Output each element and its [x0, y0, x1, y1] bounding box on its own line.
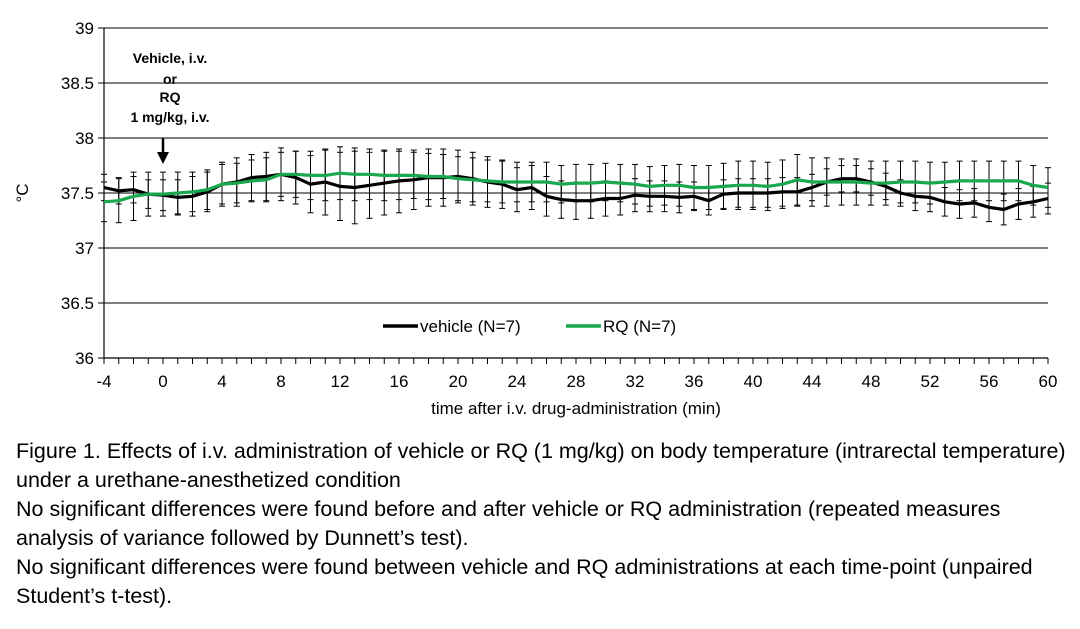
y-axis-title: °C [13, 183, 32, 202]
legend-label-rq: RQ (N=7) [603, 317, 676, 336]
x-tick-labels: -4 0 4 8 12 16 20 24 28 32 36 40 44 48 52 56 60 [96, 372, 1057, 391]
caption-paragraph-1: Figure 1. Effects of i.v. administration… [16, 439, 1066, 492]
x-tick-label-24: 24 [508, 372, 527, 391]
legend-label-vehicle: vehicle (N=7) [420, 317, 521, 336]
annotation: Vehicle, i.v. or RQ 1 mg/kg, i.v. [130, 50, 210, 164]
series-line-rq [103, 171, 1049, 204]
x-tick-label-4: 4 [217, 372, 226, 391]
y-tick-label-37: 37 [75, 239, 94, 258]
annotation-line-4: 1 mg/kg, i.v. [130, 109, 209, 125]
series-layer [101, 146, 1051, 226]
annotation-arrow [157, 138, 169, 164]
x-tick-label-36: 36 [685, 372, 704, 391]
x-axis-title: time after i.v. drug-administration (min… [431, 399, 721, 418]
y-tick-label-36: 36 [75, 349, 94, 368]
y-tick-label-38: 38 [75, 129, 94, 148]
x-tick-label-0: 0 [158, 372, 167, 391]
y-tick-labels: 36 36.5 37 37.5 38 38.5 39 [61, 19, 94, 368]
y-tick-label-39: 39 [75, 19, 94, 38]
caption-paragraph-3: No significant differences were found be… [16, 555, 1033, 608]
figure-caption: Figure 1. Effects of i.v. administration… [16, 437, 1072, 611]
axes [98, 27, 1049, 364]
x-tick-label-52: 52 [921, 372, 940, 391]
x-tick-label-12: 12 [331, 372, 350, 391]
x-tick-label-48: 48 [862, 372, 881, 391]
annotation-line-2: or [163, 71, 178, 87]
legend: vehicle (N=7) RQ (N=7) [383, 317, 676, 336]
x-tick-label-16: 16 [390, 372, 409, 391]
y-tick-label-36.5: 36.5 [61, 294, 94, 313]
series-line-vehicle [103, 172, 1049, 212]
x-tick-label-20: 20 [449, 372, 468, 391]
x-tick-label-56: 56 [980, 372, 999, 391]
x-tick-label--4: -4 [96, 372, 111, 391]
x-tick-label-40: 40 [744, 372, 763, 391]
x-tick-label-32: 32 [626, 372, 645, 391]
x-tick-label-44: 44 [803, 372, 822, 391]
x-tick-label-60: 60 [1039, 372, 1058, 391]
annotation-line-1: Vehicle, i.v. [133, 50, 207, 66]
annotation-line-3: RQ [160, 89, 181, 105]
x-tick-label-28: 28 [567, 372, 586, 391]
annotation-arrow-head [157, 152, 169, 164]
caption-paragraph-2: No significant differences were found be… [16, 497, 1001, 550]
x-tick-label-8: 8 [276, 372, 285, 391]
y-tick-label-37.5: 37.5 [61, 184, 94, 203]
y-tick-label-38.5: 38.5 [61, 74, 94, 93]
